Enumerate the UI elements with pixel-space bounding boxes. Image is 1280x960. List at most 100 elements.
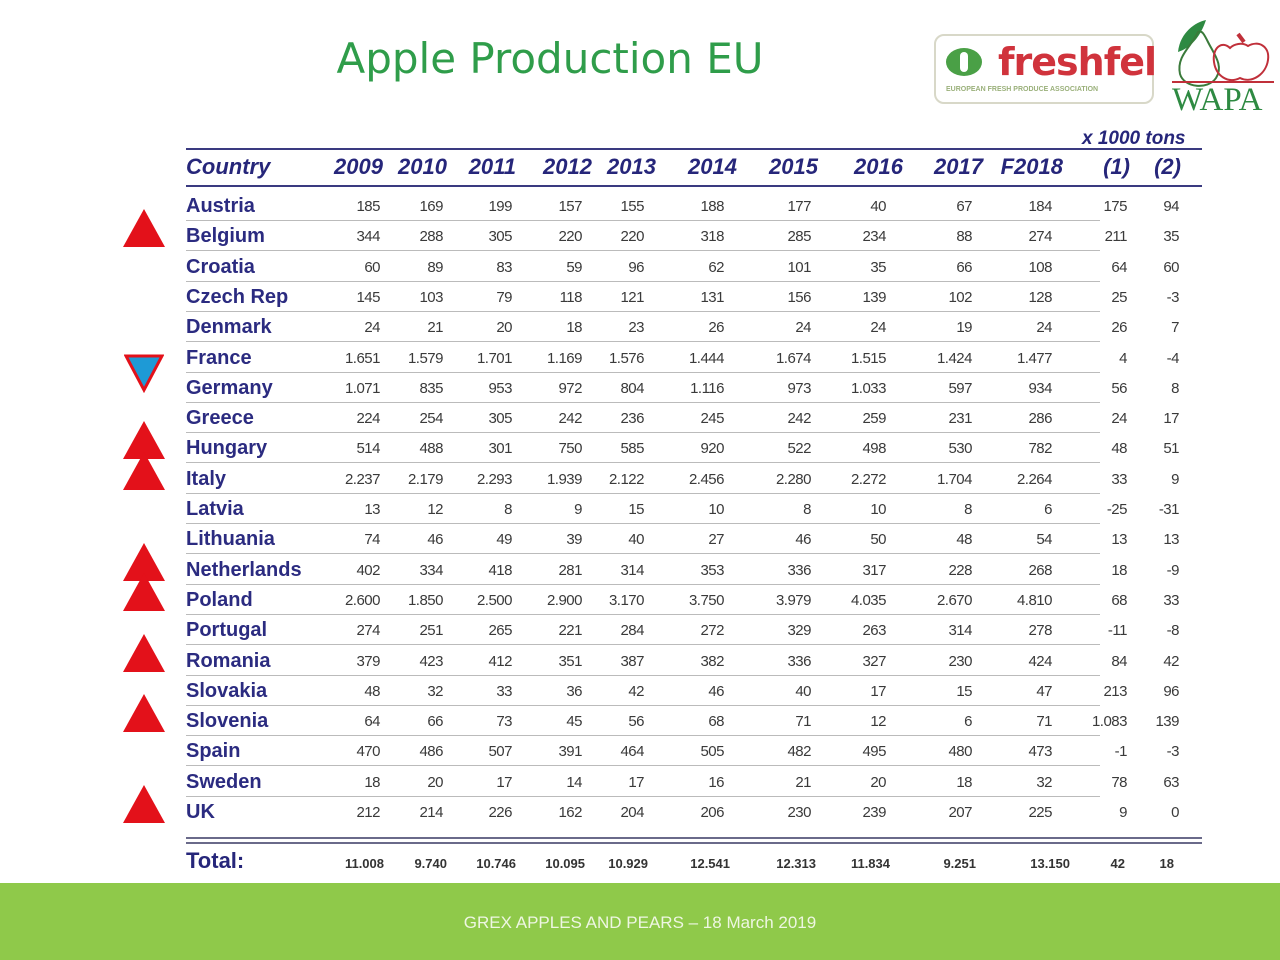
table-row: Belgium 344 288 305 220 220 318 285 234 88 274 211 3…: [0, 223, 1280, 253]
value-cell: 60: [1163, 258, 1179, 276]
table-row: Italy 2.237 2.179 2.293 1.939 2.122 2.456 2.280…: [0, 466, 1280, 496]
value-cell: 36: [566, 682, 582, 700]
value-cell: 23: [628, 319, 644, 337]
row-divider: [186, 250, 1100, 252]
value-cell: 213: [1103, 682, 1127, 700]
value-cell: 103: [419, 288, 443, 306]
value-cell: 387: [620, 652, 644, 670]
increase-triangle-icon: [123, 209, 165, 248]
value-cell: 20: [427, 773, 443, 791]
total-double-rule-1: [186, 837, 1202, 839]
value-cell: 18: [1111, 561, 1127, 579]
value-cell: 16: [708, 773, 724, 791]
country-name: Belgium: [186, 225, 265, 248]
total-value: 12.313: [776, 856, 816, 871]
country-name: France: [186, 346, 252, 369]
row-divider: [186, 220, 1100, 221]
value-cell: 1.674: [775, 349, 812, 367]
value-cell: 162: [558, 804, 582, 821]
value-cell: -4: [1166, 349, 1180, 367]
increase-triangle-icon: [123, 785, 165, 823]
row-divider: [186, 280, 1100, 282]
value-cell: -11: [1107, 622, 1128, 640]
row-divider: [186, 674, 1100, 676]
value-cell: 20: [870, 773, 886, 791]
country-name: Slovakia: [186, 679, 268, 702]
value-cell: -3: [1166, 743, 1180, 761]
value-cell: 317: [862, 561, 886, 579]
table-row: Hungary 514 488 301 750 585 920 522 498 530 782 48 5…: [0, 435, 1280, 465]
value-cell: 285: [787, 228, 811, 246]
value-cell: 274: [1028, 228, 1052, 246]
table-row: Denmark 24 21 20 18 23 26 24 24 19 24 26 7: [0, 314, 1280, 344]
value-cell: 2.600: [344, 591, 381, 609]
value-cell: 934: [1028, 379, 1052, 397]
total-double-rule-2: [186, 842, 1202, 844]
column-header: (1): [1103, 154, 1130, 179]
value-cell: 7: [1171, 319, 1179, 337]
table-row: Spain 470 486 507 391 464 505 482 495 480 473 -1 -3: [0, 738, 1280, 768]
row-divider: [186, 613, 1100, 615]
value-cell: 139: [1155, 713, 1179, 731]
column-header: 2011: [468, 154, 516, 179]
value-cell: 281: [558, 561, 582, 579]
value-cell: 9: [1171, 470, 1179, 488]
value-cell: 35: [1163, 228, 1179, 246]
row-divider: [186, 401, 1100, 403]
value-cell: 67: [956, 198, 972, 215]
value-cell: 782: [1028, 440, 1052, 458]
value-cell: 305: [488, 228, 512, 246]
value-cell: 48: [364, 682, 380, 700]
value-cell: 597: [948, 379, 972, 397]
freshfel-leaf-icon: [946, 48, 982, 76]
value-cell: 2.122: [608, 470, 645, 488]
total-value: 9.251: [943, 856, 976, 871]
value-cell: 268: [1028, 561, 1052, 579]
value-cell: 327: [862, 652, 886, 670]
value-cell: 242: [558, 410, 582, 428]
value-cell: 46: [708, 682, 724, 700]
freshfel-wordmark: freshfel: [998, 40, 1157, 84]
value-cell: 336: [787, 561, 811, 579]
value-cell: 412: [488, 652, 512, 670]
value-cell: 18: [364, 773, 380, 791]
total-value: 10.095: [545, 856, 585, 871]
value-cell: -9: [1166, 561, 1180, 579]
country-name: Hungary: [186, 437, 268, 460]
value-cell: 131: [700, 288, 724, 306]
value-cell: 14: [566, 773, 582, 791]
value-cell: 220: [558, 228, 582, 246]
value-cell: 21: [795, 773, 811, 791]
value-cell: 12: [427, 501, 443, 518]
value-cell: 336: [787, 652, 811, 670]
units-label: x 1000 tons: [1082, 128, 1186, 149]
table-row: Netherlands 402 334 418 281 314 353 336 317 228 26…: [0, 557, 1280, 587]
increase-triangle-icon: [123, 694, 165, 733]
table-row: Slovenia 64 66 73 45 56 68 71 12 6 71 1.083 139: [0, 708, 1280, 738]
value-cell: 224: [356, 410, 380, 428]
value-cell: 145: [356, 288, 380, 306]
row-divider: [186, 462, 1100, 464]
value-cell: 207: [948, 804, 972, 821]
value-cell: 226: [488, 804, 512, 821]
value-cell: 263: [862, 622, 886, 640]
value-cell: -31: [1158, 501, 1180, 518]
value-cell: 211: [1104, 228, 1128, 246]
value-cell: 239: [862, 804, 886, 821]
value-cell: 10: [708, 501, 724, 518]
value-cell: 1.579: [407, 349, 444, 367]
value-cell: 288: [419, 228, 443, 246]
value-cell: 40: [628, 531, 644, 549]
country-name: Croatia: [186, 255, 255, 278]
value-cell: 265: [488, 622, 512, 640]
value-cell: 64: [1111, 258, 1127, 276]
table-row: Greece 224 254 305 242 236 245 242 259 231 286 24 17: [0, 405, 1280, 435]
value-cell: 507: [488, 743, 512, 761]
total-value: 11.008: [344, 856, 384, 871]
value-cell: 108: [1028, 258, 1052, 276]
value-cell: 13: [1111, 531, 1127, 549]
wapa-logo: WAPA: [1168, 12, 1276, 118]
column-header: (2): [1154, 154, 1181, 179]
value-cell: 953: [488, 379, 512, 397]
value-cell: 204: [620, 804, 644, 821]
